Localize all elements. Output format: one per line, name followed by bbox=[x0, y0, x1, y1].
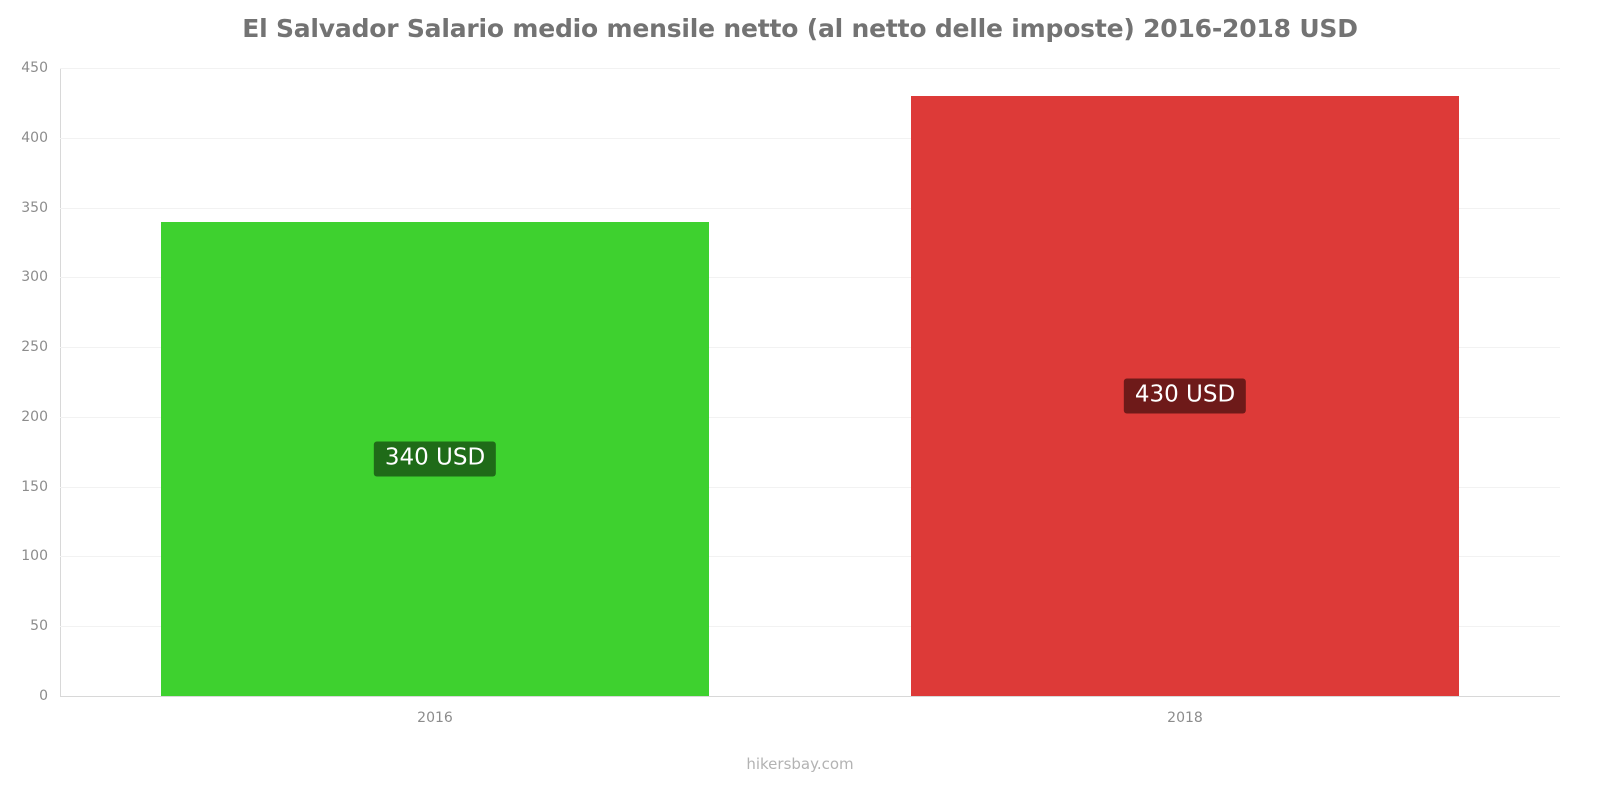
y-axis-tick-label: 200 bbox=[21, 408, 48, 425]
gridline bbox=[60, 347, 1560, 349]
bar-value-label: 430 USD bbox=[1123, 378, 1247, 414]
gridline bbox=[60, 626, 1560, 628]
y-axis-tick-label: 50 bbox=[30, 618, 48, 635]
y-axis-tick-label: 350 bbox=[21, 199, 48, 216]
gridline bbox=[60, 416, 1560, 418]
gridline bbox=[60, 207, 1560, 209]
y-axis-tick-label: 250 bbox=[21, 339, 48, 356]
y-axis-line bbox=[60, 68, 61, 696]
y-axis-tick-label: 450 bbox=[21, 60, 48, 76]
x-axis-tick-label: 2016 bbox=[417, 710, 453, 726]
gridline bbox=[60, 277, 1560, 279]
y-axis-tick-label: 150 bbox=[21, 478, 48, 495]
y-axis-tick-label: 400 bbox=[21, 129, 48, 146]
y-axis-tick-label: 0 bbox=[39, 688, 48, 704]
chart-title: El Salvador Salario medio mensile netto … bbox=[242, 14, 1358, 43]
gridline bbox=[60, 486, 1560, 488]
plot-area: 340 USD 430 USD bbox=[60, 68, 1560, 696]
x-axis-tick-label: 2018 bbox=[1167, 710, 1203, 726]
gridline bbox=[60, 556, 1560, 558]
watermark: hikersbay.com bbox=[746, 755, 854, 773]
y-axis-tick-label: 300 bbox=[21, 269, 48, 286]
gridline bbox=[60, 68, 1560, 69]
x-axis-line bbox=[60, 696, 1560, 697]
gridline bbox=[60, 137, 1560, 139]
y-axis-tick-label: 100 bbox=[21, 548, 48, 565]
bar-value-label: 340 USD bbox=[373, 441, 497, 477]
